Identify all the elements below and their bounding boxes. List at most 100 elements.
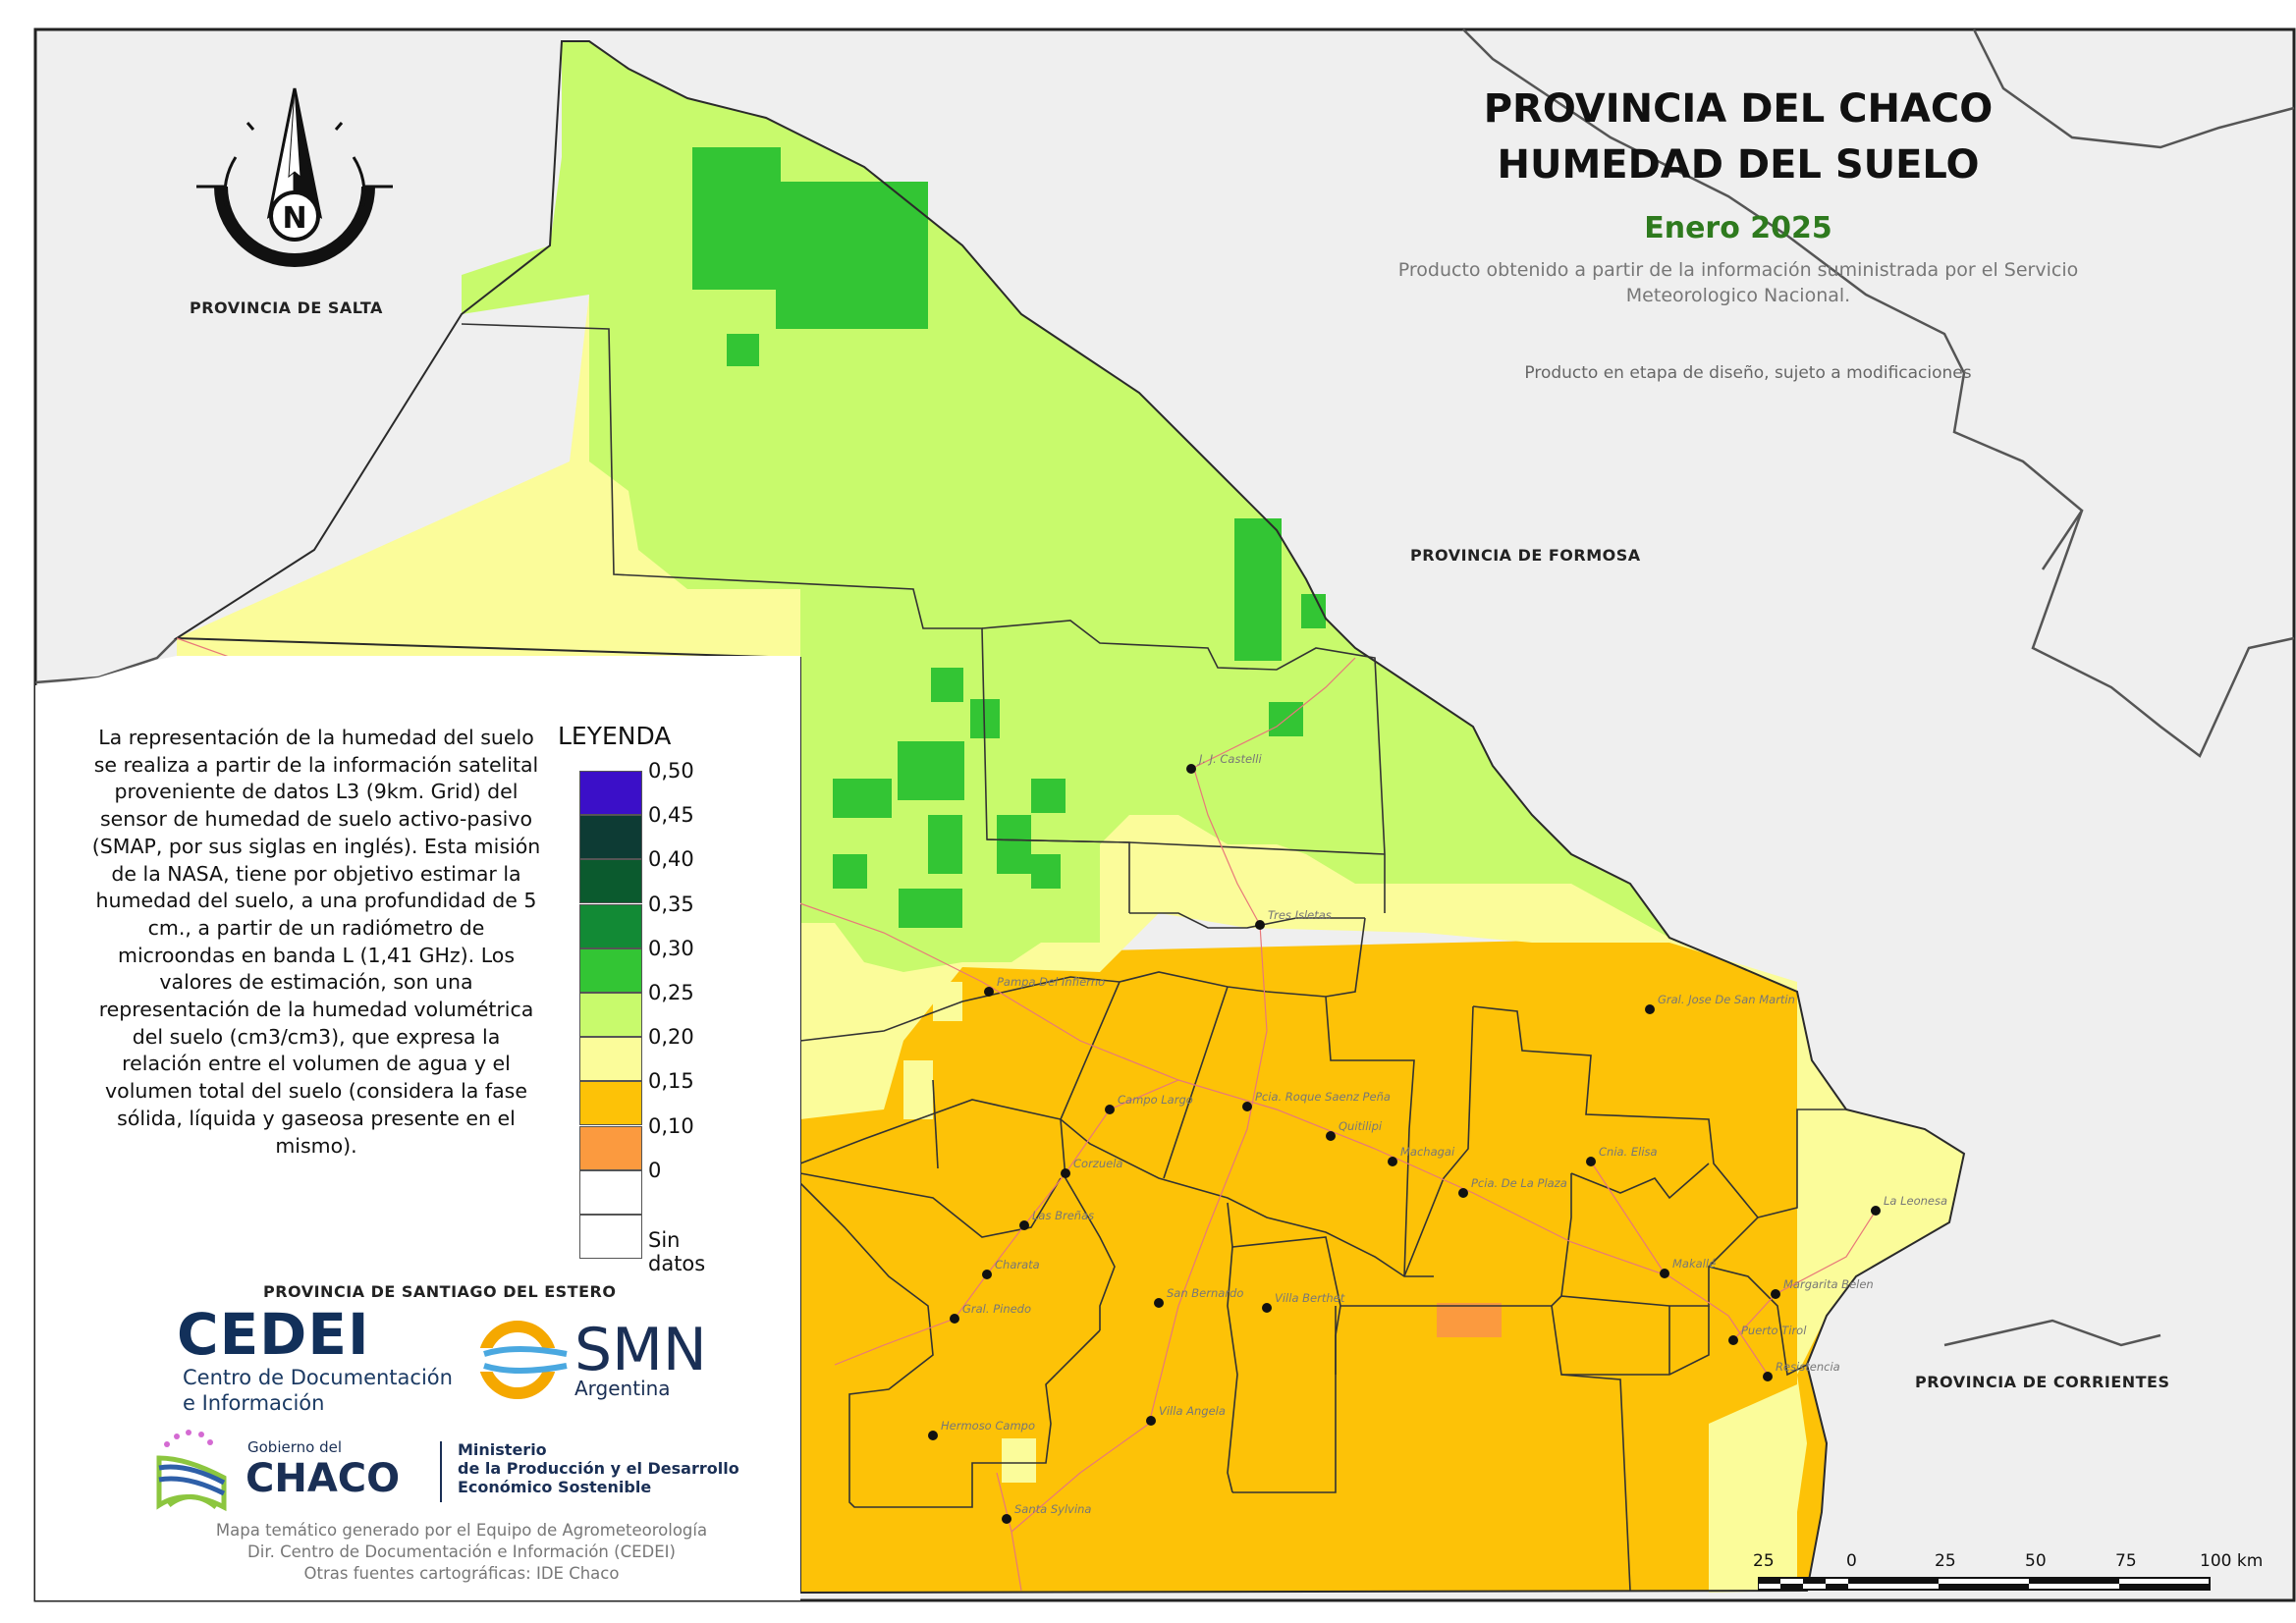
map-source: Producto obtenido a partir de la informa…	[1397, 259, 2079, 306]
city-dot	[1586, 1157, 1596, 1166]
city-label: Machagai	[1400, 1145, 1455, 1159]
city-label: Gral. Pinedo	[962, 1302, 1031, 1316]
city-label: Pcia. De La Plaza	[1471, 1176, 1567, 1190]
legend-swatch	[579, 947, 642, 993]
city-dot	[984, 987, 994, 997]
legend-swatch	[579, 771, 642, 815]
cedei-line2: e Información	[183, 1391, 325, 1415]
city-dot	[1262, 1303, 1272, 1313]
city-dot	[982, 1270, 992, 1279]
city-dot	[1105, 1105, 1115, 1114]
scale-label: 25	[1753, 1551, 1775, 1571]
scale-bar	[1758, 1577, 2211, 1591]
scale-label: 50	[2025, 1551, 2047, 1571]
city-label: Hermoso Campo	[941, 1419, 1035, 1433]
cedei-subtitle: Centro de Documentación e Información	[183, 1365, 453, 1416]
city-dot	[950, 1314, 959, 1324]
legend-label-nodata: Sin datos	[648, 1228, 706, 1275]
map-title-line1: PROVINCIA DEL CHACO	[1483, 86, 1994, 132]
city-label: Quitilipi	[1339, 1119, 1383, 1133]
city-dot	[1186, 764, 1196, 774]
city-label: Tres Isletas	[1268, 908, 1332, 922]
international-borders	[34, 28, 2295, 1347]
cedei-line1: Centro de Documentación	[183, 1366, 453, 1389]
city-dot	[1242, 1102, 1252, 1111]
city-label: Margarita Belen	[1783, 1277, 1874, 1291]
legend-swatch	[579, 1081, 642, 1126]
legend-swatch	[579, 1125, 642, 1170]
legend-label: 0,25	[648, 981, 694, 1004]
gov-chaco: CHACO	[246, 1456, 401, 1501]
city-label: Pcia. Roque Saenz Peña	[1255, 1090, 1391, 1104]
city-dot	[1871, 1206, 1881, 1216]
legend-swatch	[579, 859, 642, 904]
city-label: Puerto Tirol	[1741, 1324, 1807, 1337]
province-fill-central	[177, 295, 1964, 1593]
logo-divider	[440, 1441, 442, 1502]
svg-text:N: N	[282, 201, 306, 236]
city-label: San Bernardo	[1167, 1286, 1243, 1300]
label-corrientes: PROVINCIA DE CORRIENTES	[1915, 1373, 2170, 1391]
city-label: Campo Largo	[1118, 1093, 1193, 1107]
ministry-line1: Ministerio	[458, 1440, 547, 1459]
moisture-patches-030	[692, 147, 1326, 928]
city-dot	[1763, 1372, 1773, 1381]
legend-swatch	[579, 1037, 642, 1082]
credits: Mapa temático generado por el Equipo de …	[167, 1520, 756, 1585]
credits-line2: Dir. Centro de Documentación e Informaci…	[247, 1542, 676, 1561]
city-label: Corzuela	[1073, 1157, 1122, 1170]
city-label: Las Breñas	[1032, 1209, 1094, 1222]
city-dot	[1660, 1269, 1669, 1278]
city-dot	[1728, 1335, 1738, 1345]
city-dot	[1255, 920, 1265, 930]
legend-swatch-nodata	[579, 1215, 642, 1259]
legend-swatch	[579, 903, 642, 948]
legend-label: 0,15	[648, 1069, 694, 1094]
province-fill-south	[800, 938, 1964, 1593]
map-note: Producto en etapa de diseño, sujeto a mo…	[1524, 363, 1972, 383]
city-label: Villa Berthet	[1275, 1291, 1345, 1305]
city-dot	[1002, 1514, 1011, 1524]
moisture-patches-020-south	[903, 982, 1036, 1483]
legend-title: LEYENDA	[558, 722, 672, 750]
map-period: Enero 2025	[1644, 211, 1832, 245]
city-dot	[1388, 1157, 1397, 1166]
legend-label: 0,20	[648, 1025, 694, 1050]
gov-label: Gobierno del	[247, 1438, 342, 1456]
scale-label: 25	[1935, 1551, 1956, 1571]
legend-label: 0,30	[648, 936, 694, 960]
city-label: Charata	[995, 1258, 1040, 1271]
city-dot	[1645, 1004, 1655, 1014]
city-label: J. J. Castelli	[1197, 752, 1262, 766]
method-description: La representación de la humedad del suel…	[91, 726, 541, 1158]
moisture-patch-010	[1437, 1303, 1502, 1337]
scale-label: 0	[1846, 1551, 1857, 1571]
legend-label: 0	[648, 1158, 662, 1182]
ministry-name: Ministerio de la Producción y el Desarro…	[458, 1440, 739, 1496]
city-dot	[1326, 1131, 1336, 1141]
province-outline	[173, 40, 1966, 1595]
city-dot	[1061, 1168, 1070, 1178]
city-dot	[1146, 1416, 1156, 1426]
city-dot	[1019, 1220, 1029, 1230]
cities-layer: J. J. Castelli Tres Isletas Gral. Jose De …	[928, 752, 1947, 1524]
label-salta: PROVINCIA DE SALTA	[190, 298, 383, 317]
map-title-line2: HUMEDAD DEL SUELO	[1497, 142, 1980, 188]
legend-label: 0,10	[648, 1113, 694, 1138]
city-dot	[1154, 1298, 1164, 1308]
legend-swatch	[579, 1169, 642, 1215]
department-boundaries	[461, 323, 1846, 1592]
city-label: Santa Sylvina	[1014, 1502, 1091, 1516]
legend-label: 0,35	[648, 892, 694, 916]
legend-label: 0,50	[648, 759, 694, 783]
north-arrow-icon: N	[196, 87, 393, 267]
city-label: Makallé	[1672, 1257, 1716, 1271]
smn-country: Argentina	[574, 1377, 671, 1400]
label-formosa: PROVINCIA DE FORMOSA	[1410, 546, 1641, 565]
city-label: Villa Angela	[1159, 1404, 1226, 1418]
city-dot	[1458, 1188, 1468, 1198]
smn-logo-icon	[476, 1321, 571, 1399]
cedei-logo-text: CEDEI	[177, 1301, 370, 1368]
credits-line1: Mapa temático generado por el Equipo de …	[215, 1521, 708, 1540]
city-dot	[1771, 1289, 1780, 1299]
